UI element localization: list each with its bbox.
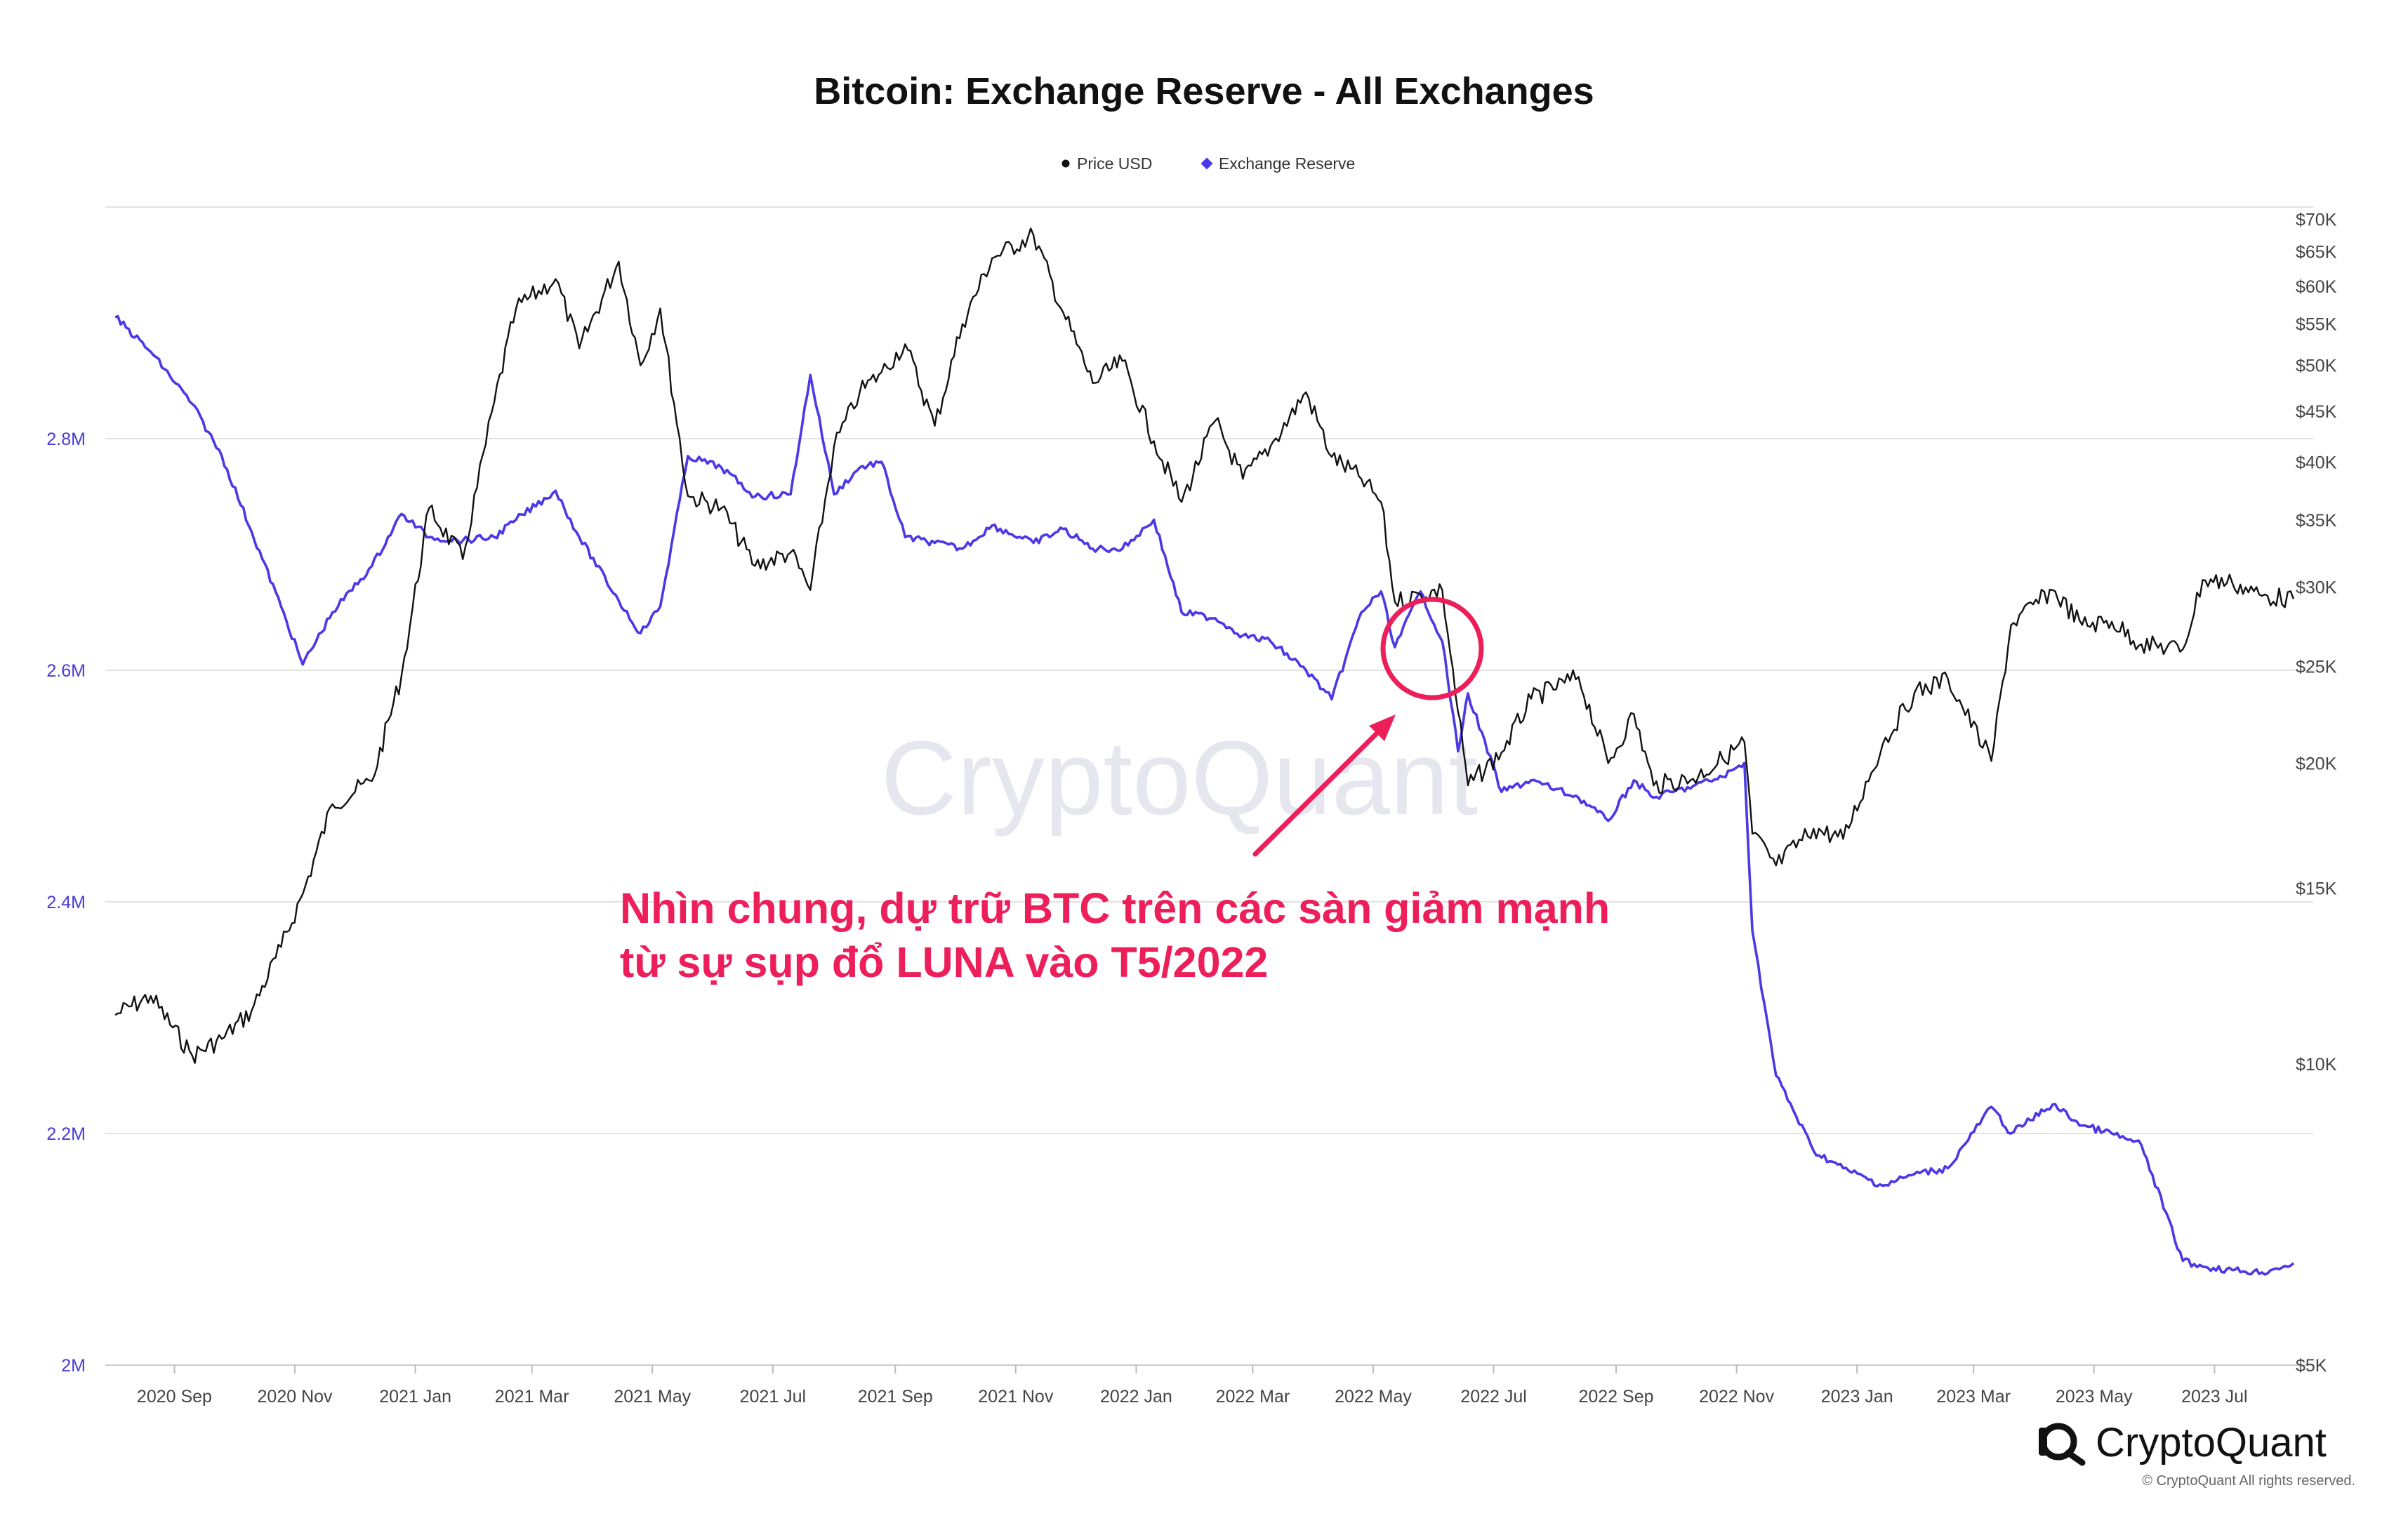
series-line-price-usd [114,227,2295,1064]
logo-mark-left-icon [2039,1428,2047,1456]
right-tick-label: $60K [2296,277,2337,297]
logo-mark-swoosh-icon [2065,1449,2086,1466]
brand-logo-text: CryptoQuant [2096,1420,2327,1465]
right-tick-label: $15K [2296,879,2337,898]
x-tick-label: 2020 Sep [137,1387,212,1407]
left-tick-label: 2.4M [46,893,86,912]
annotation-text-line1: Nhìn chung, dự trữ BTC trên các sàn giảm… [620,884,1610,932]
x-tick-label: 2021 Mar [495,1387,569,1407]
left-tick-label: 2.6M [46,661,86,681]
right-tick-label: $40K [2296,453,2337,473]
x-tick-label: 2022 Sep [1578,1387,1653,1407]
right-tick-label: $35K [2296,511,2337,531]
right-tick-label: $20K [2296,754,2337,773]
annotation-text-line2: từ sự sụp đổ LUNA vào T5/2022 [620,938,1268,986]
left-tick-label: 2.2M [46,1124,86,1144]
x-tick-label: 2022 Mar [1216,1387,1290,1407]
x-tick-label: 2021 Nov [978,1387,1054,1407]
gridlines [105,206,2313,1366]
right-tick-label: $70K [2296,210,2337,230]
annotation-arrowhead [1369,714,1396,741]
chart-title: Bitcoin: Exchange Reserve - All Exchange… [814,70,1594,112]
x-tick-label: 2022 Jul [1460,1387,1527,1407]
x-tick-label: 2022 Jan [1100,1387,1172,1407]
x-tick-label: 2023 Jul [2181,1387,2248,1407]
annotation-circle [1380,597,1484,700]
right-tick-label: $5K [2296,1356,2327,1376]
x-tick-label: 2022 Nov [1699,1387,1775,1407]
right-tick-label: $55K [2296,315,2337,335]
right-tick-label: $30K [2296,578,2337,598]
legend-label-reserve: Exchange Reserve [1219,154,1355,173]
right-tick-label: $50K [2296,357,2337,376]
left-axis: 2M 2.2M 2.4M 2.6M 2.8M [46,430,86,1376]
x-tick-label: 2020 Nov [258,1387,333,1407]
watermark: CryptoQuant [881,719,1478,837]
legend-item-reserve[interactable]: Exchange Reserve [1200,154,1356,173]
right-tick-label: $65K [2296,242,2337,262]
x-tick-label: 2022 May [1335,1387,1412,1407]
x-tick-label: 2021 Sep [858,1387,933,1407]
left-tick-label: 2M [61,1356,86,1376]
right-tick-label: $25K [2296,657,2337,677]
x-tick-label: 2023 Mar [1936,1387,2011,1407]
series-line-exchange-reserve [114,314,2295,1276]
right-tick-label: $45K [2296,402,2337,422]
right-axis: $5K $10K $15K $20K $25K $30K $35K $40K $45K $50K $… [2296,210,2337,1376]
brand-logo: CryptoQuant [2039,1420,2327,1466]
series-layer [114,227,2295,1276]
x-tick-label: 2023 Jan [1821,1387,1893,1407]
annotation-arrow-line [1252,729,1382,857]
x-tick-label: 2021 May [614,1387,691,1407]
x-tick-label: 2023 May [2056,1387,2133,1407]
legend: Price USD Exchange Reserve [1061,154,1356,173]
legend-item-price[interactable]: Price USD [1061,154,1153,173]
legend-marker-reserve [1200,157,1213,170]
x-tick-label: 2021 Jan [379,1387,451,1407]
left-tick-label: 2.8M [46,430,86,449]
copyright: © CryptoQuant All rights reserved. [2142,1473,2355,1489]
annotation: Nhìn chung, dự trữ BTC trên các sàn giảm… [620,597,1610,986]
right-tick-label: $10K [2296,1055,2337,1075]
legend-label-price: Price USD [1077,154,1152,173]
legend-marker-price [1061,159,1070,168]
x-tick-label: 2021 Jul [740,1387,807,1407]
x-axis: 2020 Sep 2020 Nov 2021 Jan 2021 Mar 2021 May… [137,1365,2248,1407]
